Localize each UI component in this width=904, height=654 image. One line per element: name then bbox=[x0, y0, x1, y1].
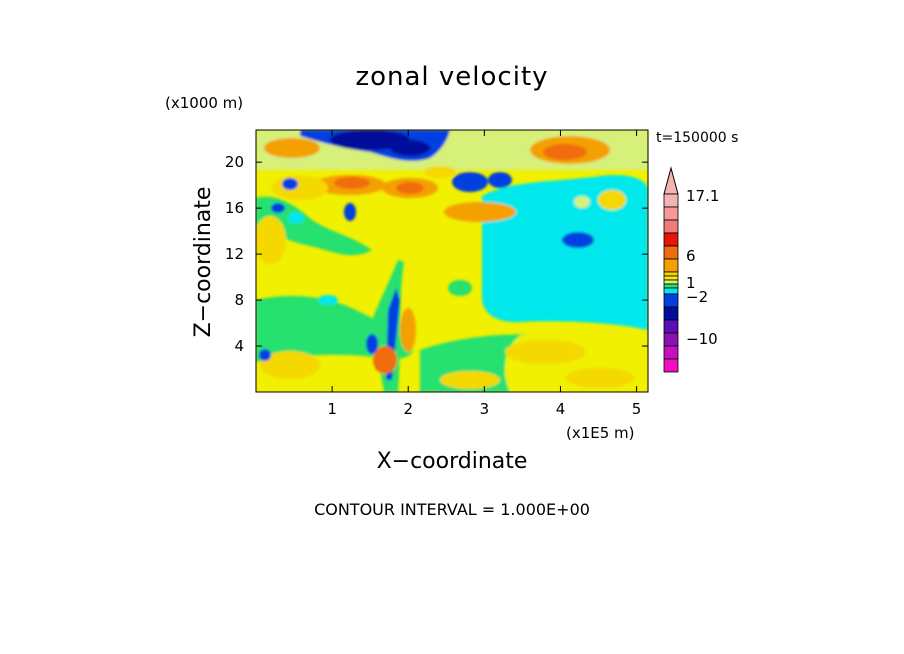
colorbar: 17.1 6 1−2 −10 bbox=[663, 166, 719, 373]
colorbar-arrow bbox=[663, 166, 679, 195]
x-tick-label: 1 bbox=[327, 400, 337, 418]
colorbar-band bbox=[663, 193, 679, 208]
colorbar-band bbox=[663, 332, 679, 347]
x-tick-label: 5 bbox=[632, 400, 642, 418]
colorbar-label: −2 bbox=[686, 288, 708, 306]
colorbar-band bbox=[663, 232, 679, 247]
x-tick-label: 2 bbox=[403, 400, 413, 418]
colorbar-band bbox=[663, 345, 679, 360]
colorbar-band bbox=[663, 358, 679, 373]
x-tick-label: 4 bbox=[556, 400, 566, 418]
heatmap-field bbox=[256, 130, 648, 392]
colorbar-band bbox=[663, 306, 679, 321]
y-unit-label: (x1000 m) bbox=[165, 94, 243, 112]
x-tick-label: 3 bbox=[480, 400, 490, 418]
y-tick-label: 4 bbox=[234, 337, 244, 355]
y-tick-label: 16 bbox=[225, 199, 244, 217]
colorbar-band bbox=[663, 287, 679, 295]
colorbar-label: 17.1 bbox=[686, 187, 719, 205]
y-tick-label: 8 bbox=[234, 291, 244, 309]
chart-title: zonal velocity bbox=[355, 62, 548, 92]
colorbar-label: 6 bbox=[686, 247, 696, 265]
x-unit-label: (x1E5 m) bbox=[566, 424, 635, 442]
colorbar-band bbox=[663, 319, 679, 334]
colorbar-band bbox=[663, 275, 679, 281]
y-axis-label: Z−coordinate bbox=[191, 187, 216, 338]
colorbar-label: −10 bbox=[686, 330, 718, 348]
colorbar-band bbox=[663, 279, 679, 285]
plot-frame bbox=[255, 129, 649, 393]
y-tick-label: 12 bbox=[225, 245, 244, 263]
colorbar-band bbox=[663, 206, 679, 221]
y-axis: 4 8 12 16 20 bbox=[225, 153, 648, 355]
time-label: t=150000 s bbox=[656, 130, 738, 146]
colorbar-band bbox=[663, 271, 679, 277]
y-tick-label: 20 bbox=[225, 153, 244, 171]
contour-interval-note: CONTOUR INTERVAL = 1.000E+00 bbox=[314, 500, 590, 519]
colorbar-label: 1 bbox=[686, 274, 696, 292]
x-axis: 1 2 3 4 5 bbox=[327, 130, 641, 418]
colorbar-band bbox=[663, 293, 679, 308]
colorbar-band bbox=[663, 258, 679, 273]
colorbar-band bbox=[663, 219, 679, 234]
x-axis-label: X−coordinate bbox=[377, 449, 528, 474]
colorbar-band bbox=[663, 245, 679, 260]
colorbar-band bbox=[663, 283, 679, 289]
